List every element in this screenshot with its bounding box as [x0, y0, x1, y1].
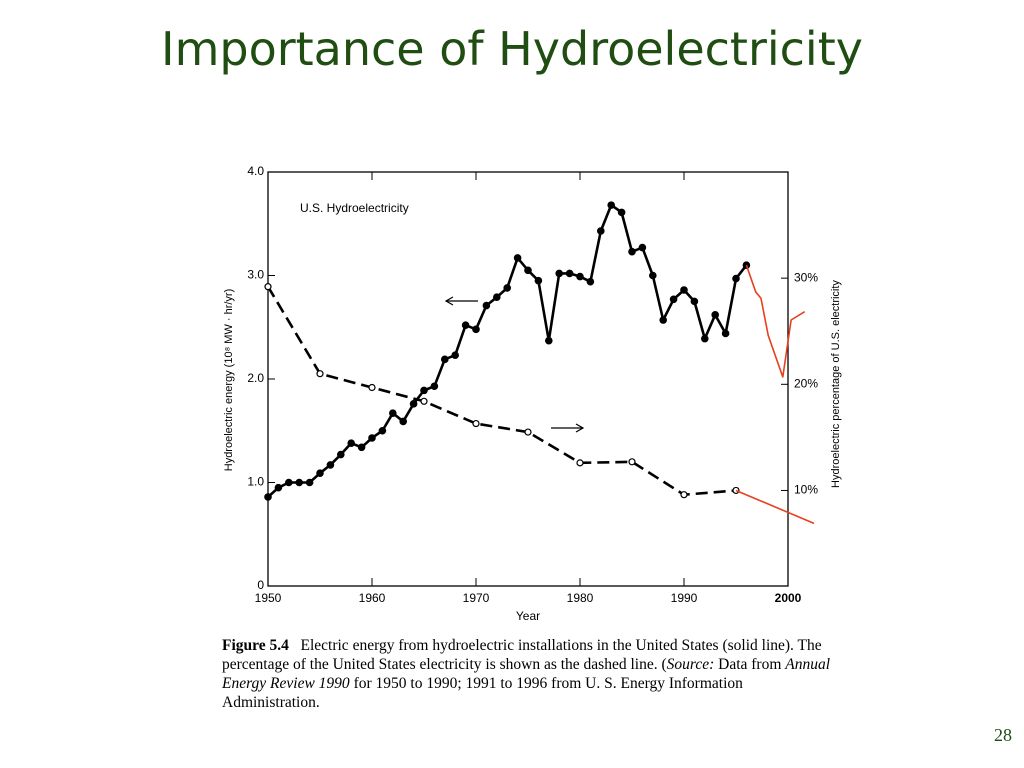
x-tick-label: 1990 — [671, 591, 698, 605]
data-point — [534, 276, 543, 285]
x-tick-label: 1970 — [463, 591, 490, 605]
data-point — [482, 301, 491, 310]
y2-tick-label: 30% — [794, 270, 818, 284]
data-point — [430, 382, 439, 391]
data-point — [628, 458, 636, 466]
series-line — [735, 489, 815, 525]
y2-tick-label: 10% — [794, 483, 818, 497]
data-point — [420, 386, 428, 395]
data-point — [388, 409, 397, 417]
y2-tick-label: 20% — [794, 376, 818, 390]
x-axis-label: Year — [516, 609, 540, 623]
data-point — [565, 269, 574, 278]
page-number: 28 — [994, 725, 1012, 745]
data-point — [378, 426, 387, 435]
y-tick-label: 3.0 — [247, 268, 264, 282]
data-point — [326, 461, 335, 469]
series-line — [266, 285, 737, 497]
x-tick-label: 1950 — [255, 591, 282, 605]
data-point — [513, 254, 522, 262]
data-point — [628, 247, 636, 256]
data-point — [555, 269, 564, 278]
data-point — [316, 370, 324, 378]
data-point — [472, 325, 480, 334]
data-point — [680, 491, 688, 499]
caption: Figure 5.4 Electric energy from hydroele… — [222, 636, 838, 712]
data-point — [264, 283, 272, 291]
data-point — [440, 355, 449, 364]
data-point — [711, 311, 720, 319]
data-point — [264, 493, 272, 501]
data-point — [607, 201, 616, 209]
data-point — [524, 266, 532, 275]
y-tick-label: 4.0 — [247, 164, 264, 178]
caption-label: Figure 5.4 — [222, 637, 289, 654]
y-axis-label: Hydroelectric energy (10⁸ MW · hr/yr) — [223, 289, 235, 472]
data-point — [357, 443, 366, 452]
data-point — [284, 478, 293, 487]
data-point — [544, 336, 553, 345]
data-point — [503, 284, 512, 292]
data-point — [409, 400, 418, 408]
plot-frame — [267, 171, 789, 587]
y2-axis-label: Hydroelectric percentage of U.S. electri… — [830, 280, 842, 488]
arrow — [444, 296, 585, 433]
slide-title: Importance of Hydroelectricity — [161, 22, 863, 76]
data-point — [368, 434, 376, 442]
data-point — [648, 271, 657, 280]
data-point — [524, 428, 532, 436]
caption-text: for 1950 to 1990; 1991 to 1996 from U. S… — [222, 675, 743, 711]
data-point — [472, 419, 480, 428]
data-point — [700, 334, 709, 343]
caption-text: Electric energy from hydroelectric insta… — [222, 637, 822, 673]
data-point — [659, 316, 668, 324]
data-point — [274, 483, 283, 492]
data-point — [617, 208, 626, 217]
data-point — [586, 277, 595, 286]
data-point — [732, 274, 740, 283]
x-tick-label: 2000 — [775, 591, 802, 605]
data-point — [347, 439, 356, 447]
data-point — [680, 286, 688, 294]
y-tick-label: 2.0 — [247, 371, 264, 385]
data-point — [451, 351, 460, 359]
y-tick-label: 0 — [257, 578, 264, 592]
data-point — [336, 450, 345, 459]
series-line — [745, 264, 806, 378]
data-point — [368, 383, 376, 392]
data-point — [576, 272, 584, 281]
caption-text: Data from — [714, 656, 786, 673]
caption-text: Source: — [666, 656, 715, 673]
x-tick-label: 1980 — [567, 591, 594, 605]
data-point — [576, 459, 584, 467]
data-point — [399, 417, 408, 426]
data-point — [638, 243, 647, 252]
y-tick-label: 1.0 — [247, 475, 264, 489]
x-tick-label: 1960 — [359, 591, 386, 605]
annotation: U.S. Hydroelectricity — [300, 201, 409, 215]
data-point — [420, 397, 428, 405]
data-point — [305, 478, 314, 487]
data-point — [492, 293, 501, 302]
data-point — [721, 329, 730, 338]
data-point — [295, 478, 304, 487]
data-point — [596, 227, 605, 235]
data-point — [669, 295, 678, 304]
data-point — [316, 469, 324, 477]
data-point — [690, 297, 699, 306]
caption-text: Annual Energy Review 1990 — [222, 656, 831, 692]
data-point — [461, 321, 470, 329]
chart: U.S. Hydroelectricity Year Hydroelectric… — [223, 164, 842, 623]
